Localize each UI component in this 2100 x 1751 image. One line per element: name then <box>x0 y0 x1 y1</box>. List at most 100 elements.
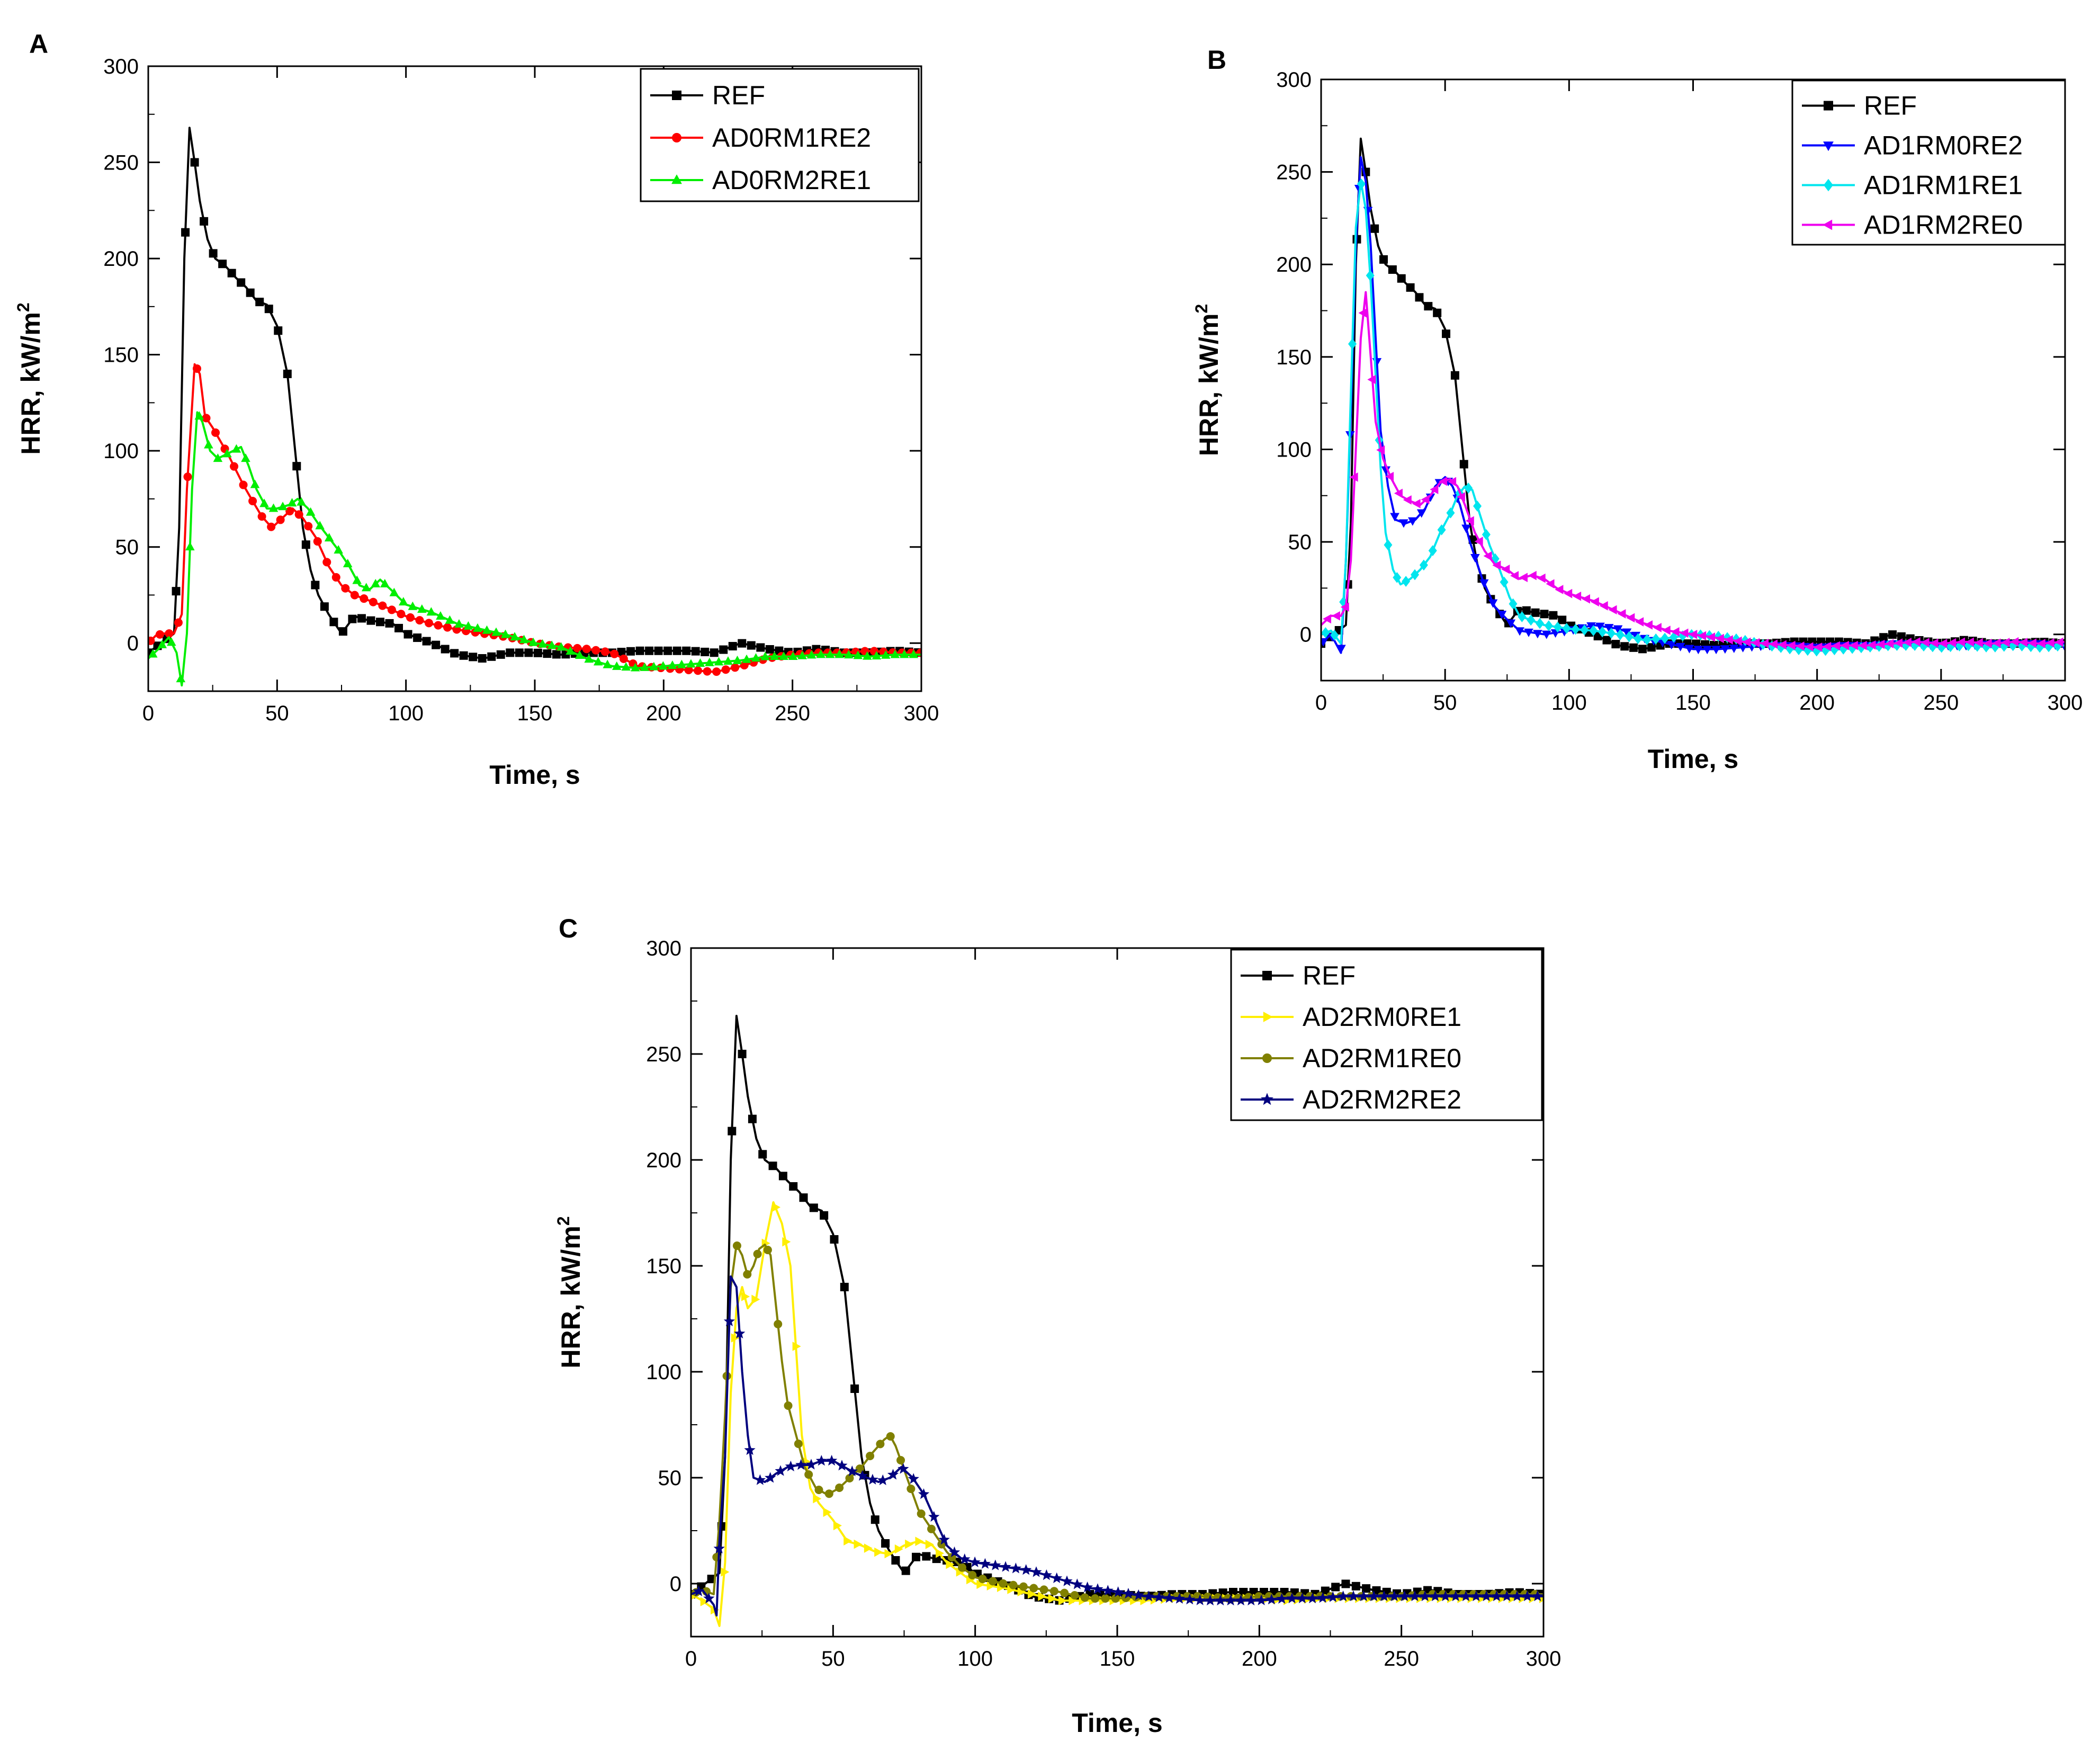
data-point <box>1323 614 1332 624</box>
data-point <box>1479 579 1489 588</box>
data-point <box>1173 1593 1186 1604</box>
data-point <box>1821 645 1830 656</box>
data-point <box>857 1470 868 1481</box>
data-point <box>874 1547 883 1557</box>
data-point <box>877 1474 889 1486</box>
data-point <box>1602 636 1611 645</box>
data-point <box>1338 1591 1349 1602</box>
x-tick-label: 300 <box>904 702 939 725</box>
data-point <box>1647 643 1656 652</box>
chart-panel-c: 0 50 100 150 200 250 300 0 50 100 150 200 250 300 Time… <box>554 937 1561 1738</box>
data-point <box>936 1548 945 1558</box>
data-point <box>792 1342 801 1351</box>
data-point <box>1638 645 1647 654</box>
data-point <box>371 578 381 587</box>
legend-label: AD2RM1RE0 <box>1303 1043 1461 1073</box>
x-tick-label: 50 <box>821 1647 845 1670</box>
y-axis-title-superscript: 2 <box>14 302 33 312</box>
data-point <box>1030 1566 1042 1577</box>
data-point <box>969 1556 981 1567</box>
data-point <box>1678 630 1687 642</box>
data-point <box>986 1581 995 1591</box>
data-point <box>487 652 496 661</box>
legend-label: AD0RM1RE2 <box>712 123 871 153</box>
data-point <box>758 1150 767 1159</box>
legend-marker <box>1824 101 1833 111</box>
data-point <box>1720 645 1730 654</box>
y-tick-label: 200 <box>646 1149 681 1172</box>
data-point <box>1341 1579 1350 1588</box>
x-axis-title: Time, s <box>1648 744 1738 774</box>
x-tick-label: 200 <box>1799 691 1835 714</box>
data-point <box>399 597 408 606</box>
data-point <box>1608 605 1617 615</box>
data-point <box>731 1333 740 1343</box>
x-tick-label: 150 <box>1100 1647 1135 1670</box>
data-point <box>843 650 854 659</box>
data-point <box>1321 627 1330 638</box>
y-tick-label: 0 <box>670 1573 681 1596</box>
data-point <box>864 1543 873 1553</box>
data-point <box>1509 598 1518 610</box>
data-point <box>413 633 422 642</box>
data-point <box>700 1597 709 1606</box>
data-point <box>424 619 433 628</box>
data-point <box>771 1202 780 1212</box>
series-ad1rm2re0 <box>1321 291 2065 652</box>
data-point <box>635 646 644 655</box>
data-point <box>1823 641 1832 651</box>
data-point <box>1760 639 1769 648</box>
data-point <box>1506 619 1516 628</box>
data-point <box>1939 638 1948 648</box>
data-point <box>1635 617 1644 627</box>
data-point <box>1897 632 1906 641</box>
data-point <box>1348 338 1357 350</box>
data-point <box>794 1440 803 1448</box>
data-point <box>1796 641 1805 651</box>
data-point <box>2010 637 2019 647</box>
data-point <box>905 1539 914 1549</box>
data-point <box>1643 634 1652 646</box>
x-tick-label: 0 <box>685 1647 697 1670</box>
data-point <box>1982 641 1991 653</box>
data-point <box>297 497 306 506</box>
data-point <box>1101 1594 1110 1603</box>
data-point <box>1336 645 1346 654</box>
data-point <box>876 1440 885 1449</box>
data-point <box>754 1474 766 1485</box>
data-point <box>840 1283 849 1291</box>
data-point <box>814 1486 823 1494</box>
data-point <box>1228 1588 1237 1596</box>
x-tick-label: 300 <box>1526 1647 1561 1670</box>
data-point <box>918 1488 930 1499</box>
legend-entry-ad2rm2re2: AD2RM2RE2 <box>1241 1085 1461 1114</box>
data-point <box>422 637 431 646</box>
panel-label-b: B <box>1207 45 1226 75</box>
data-point <box>815 1455 827 1466</box>
data-point <box>824 1489 833 1498</box>
data-point <box>1204 1594 1216 1606</box>
data-point <box>1626 613 1635 623</box>
data-point <box>1140 1596 1149 1605</box>
y-axis-title: HRR, kW/m2 <box>554 1216 586 1368</box>
data-point <box>454 619 464 628</box>
x-tick-label: 50 <box>1433 691 1457 714</box>
data-point <box>1370 224 1379 233</box>
data-point <box>1461 524 1471 533</box>
data-point <box>1531 608 1540 617</box>
x-tick-label: 100 <box>1551 691 1587 714</box>
data-point <box>469 653 478 662</box>
data-point <box>734 1327 746 1339</box>
data-point <box>1532 1590 1543 1602</box>
data-point <box>1491 553 1500 565</box>
data-point <box>915 1536 924 1546</box>
data-point <box>434 621 443 630</box>
data-point <box>322 558 331 567</box>
data-point <box>753 1249 762 1258</box>
data-point <box>1049 1587 1058 1596</box>
data-point <box>1990 641 1999 653</box>
data-point <box>782 1237 791 1247</box>
data-point <box>287 498 297 507</box>
data-point <box>979 1558 991 1569</box>
